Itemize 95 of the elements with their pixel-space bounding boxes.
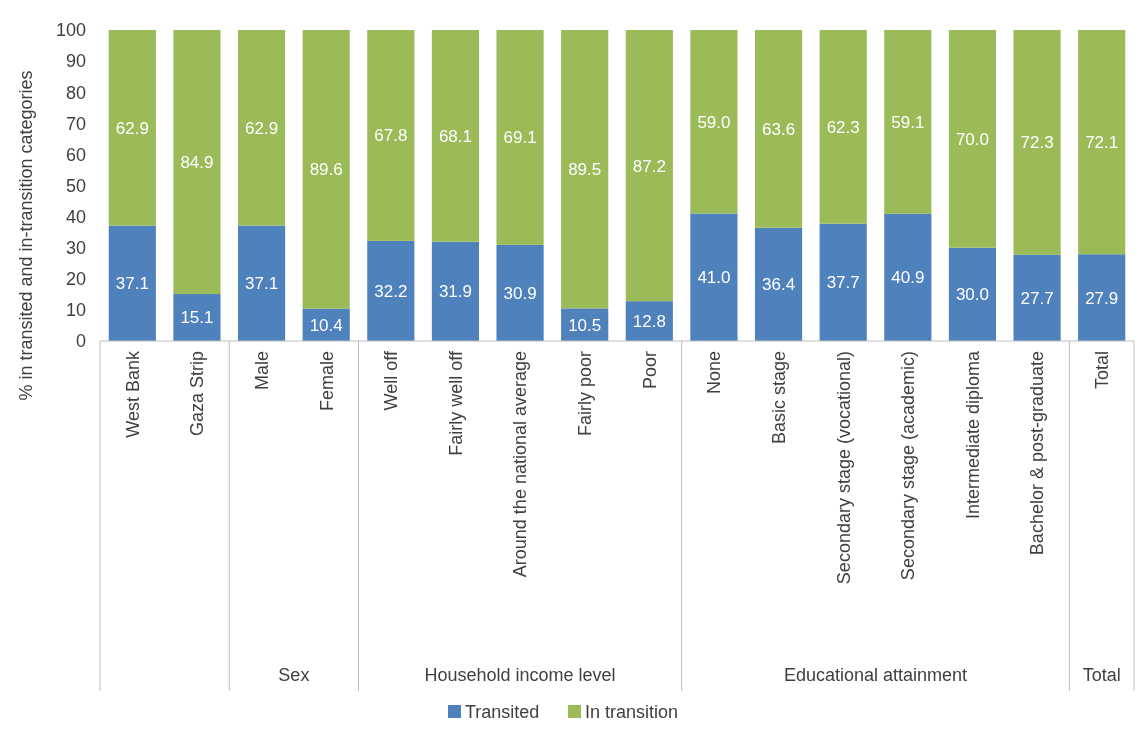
data-label: 12.8	[632, 312, 666, 332]
bar	[237, 30, 286, 226]
bar	[108, 225, 156, 341]
legend-label: In transition	[585, 702, 679, 723]
data-label: 36.4	[762, 275, 796, 295]
data-label: 89.5	[568, 160, 602, 180]
x-tick-label: Fairly well off	[445, 350, 466, 456]
y-tick-label: 80	[65, 82, 86, 103]
data-label: 72.1	[1085, 133, 1119, 153]
data-label: 63.6	[762, 119, 796, 139]
bar	[431, 241, 480, 341]
data-label: 59.0	[697, 112, 731, 132]
data-label: 62.3	[826, 117, 860, 137]
text: Total	[1082, 665, 1121, 686]
data-label: 37.7	[826, 273, 860, 293]
x-tick-label: Fairly poor	[574, 351, 595, 437]
data-label: 31.9	[438, 282, 472, 302]
data-label: 72.3	[1020, 133, 1054, 153]
x-tick-label: Female	[316, 351, 337, 412]
data-label: 89.6	[309, 160, 343, 180]
bar	[1078, 30, 1126, 255]
x-tick-label: West Bank	[122, 350, 143, 438]
bar	[948, 30, 997, 248]
bar	[819, 30, 867, 224]
data-label: 84.9	[180, 152, 214, 172]
x-tick-label: Poor	[639, 351, 660, 390]
data-label: 59.1	[891, 112, 925, 132]
bar	[1013, 30, 1061, 255]
x-tick-label: Total	[1091, 351, 1112, 390]
bar	[1013, 254, 1061, 341]
data-label: 27.7	[1020, 288, 1054, 308]
bar	[367, 240, 415, 341]
x-tick-label: Around the national average	[510, 351, 531, 578]
bar	[496, 30, 544, 245]
x-tick-label: Secondary stage (vocational)	[833, 351, 854, 585]
data-label: 30.0	[955, 285, 989, 305]
y-tick-label: 40	[65, 206, 86, 227]
x-tick-label: Intermediate diploma	[962, 350, 983, 520]
y-tick-label: 30	[65, 238, 86, 258]
data-label: 87.2	[632, 156, 666, 176]
bar	[819, 223, 867, 341]
data-label: 70.0	[955, 129, 989, 149]
bar	[754, 30, 803, 228]
bar	[302, 30, 350, 309]
y-tick-label: 10	[65, 300, 86, 321]
data-label: 40.9	[891, 268, 925, 288]
y-tick-label: 60	[65, 144, 86, 165]
x-tick-label: Bachelor & post-graduate	[1027, 351, 1048, 556]
data-label: 41.0	[697, 268, 731, 288]
bar	[367, 30, 415, 241]
x-tick-label: Basic stage	[768, 351, 789, 445]
data-label: 37.1	[115, 274, 149, 294]
x-tick-label: Secondary stage (academic)	[898, 351, 919, 581]
data-label: 62.9	[245, 118, 279, 138]
text: Household income level	[424, 665, 616, 686]
y-tick-label: 70	[65, 113, 86, 134]
data-label: 15.1	[180, 308, 214, 328]
data-label: 37.1	[245, 274, 279, 294]
x-tick-label: None	[704, 351, 725, 395]
data-label: 27.9	[1085, 288, 1119, 308]
bar	[884, 30, 932, 214]
data-label: 68.1	[438, 126, 472, 146]
y-tick-label: 100	[55, 20, 86, 41]
bar	[948, 247, 997, 341]
data-label: 69.1	[503, 128, 537, 148]
x-tick-label: Gaza Strip	[187, 351, 208, 437]
data-label: 30.9	[503, 283, 537, 303]
bar	[108, 30, 156, 226]
y-axis-title: % in transited and in-transition categories	[16, 70, 36, 401]
y-tick-label: 0	[75, 331, 86, 352]
bar	[625, 30, 673, 302]
text: Sex	[278, 665, 310, 686]
y-tick-label: 20	[65, 269, 86, 290]
y-tick-label: 50	[65, 175, 86, 196]
data-label: 67.8	[374, 126, 408, 146]
legend-label: Transited	[465, 702, 540, 723]
bar	[884, 213, 932, 341]
bar	[173, 294, 221, 341]
bar	[561, 30, 609, 309]
data-label: 32.2	[374, 281, 408, 301]
y-tick-label: 90	[65, 51, 86, 72]
bar	[496, 244, 544, 341]
data-label: 10.5	[568, 315, 602, 335]
bar	[754, 227, 803, 341]
x-tick-label: Well off	[381, 350, 402, 411]
x-tick-label: Male	[251, 351, 272, 391]
bar	[1078, 254, 1126, 341]
bar	[690, 213, 738, 341]
bar	[431, 30, 480, 242]
data-label: 62.9	[115, 118, 149, 138]
bar	[690, 30, 738, 214]
text: Educational attainment	[783, 665, 968, 686]
data-label: 10.4	[309, 315, 343, 335]
bar	[237, 225, 286, 341]
bar	[173, 30, 221, 295]
